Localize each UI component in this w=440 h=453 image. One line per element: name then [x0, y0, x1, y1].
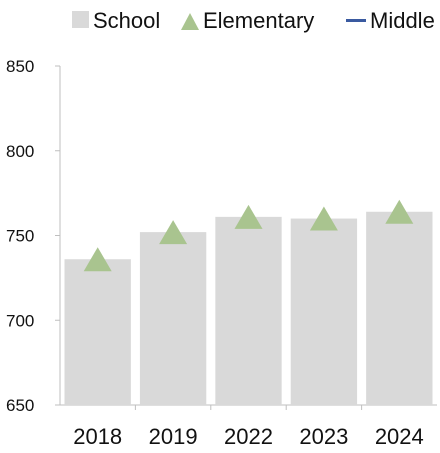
- bar-school-2024: [366, 211, 433, 405]
- bars: [64, 211, 433, 405]
- bar-school-2018: [64, 259, 131, 405]
- y-tick-label: 800: [6, 142, 34, 161]
- y-tick-label: 750: [6, 227, 34, 246]
- bar-school-2019: [139, 232, 207, 405]
- legend-elementary-swatch: [181, 13, 199, 30]
- x-tick-label: 2024: [375, 424, 424, 449]
- y-tick-label: 700: [6, 311, 34, 330]
- marker-elementary-2018: [83, 247, 112, 272]
- marker-elementary-2023: [309, 206, 338, 231]
- x-tick-label: 2022: [224, 424, 273, 449]
- x-tick-label: 2023: [299, 424, 348, 449]
- y-tick-label: 850: [6, 57, 34, 76]
- markers: [83, 199, 414, 272]
- legend: School Elementary Middle: [72, 8, 435, 33]
- legend-school-label: School: [93, 8, 160, 33]
- labels: 650 700 750 800 850 2018 2019 2022 2023 2024: [6, 57, 424, 449]
- bar-school-2022: [215, 216, 282, 405]
- legend-elementary-label: Elementary: [203, 8, 314, 33]
- bar-school-2023: [290, 218, 358, 405]
- marker-elementary-2019: [159, 220, 188, 245]
- legend-middle-swatch: [346, 19, 366, 22]
- legend-middle-label: Middle: [370, 8, 435, 33]
- legend-school-swatch: [72, 11, 89, 28]
- y-tick-label: 650: [6, 396, 34, 415]
- x-tick-label: 2018: [73, 424, 122, 449]
- marker-elementary-2022: [234, 204, 263, 229]
- marker-elementary-2024: [385, 199, 414, 224]
- x-tick-label: 2019: [149, 424, 198, 449]
